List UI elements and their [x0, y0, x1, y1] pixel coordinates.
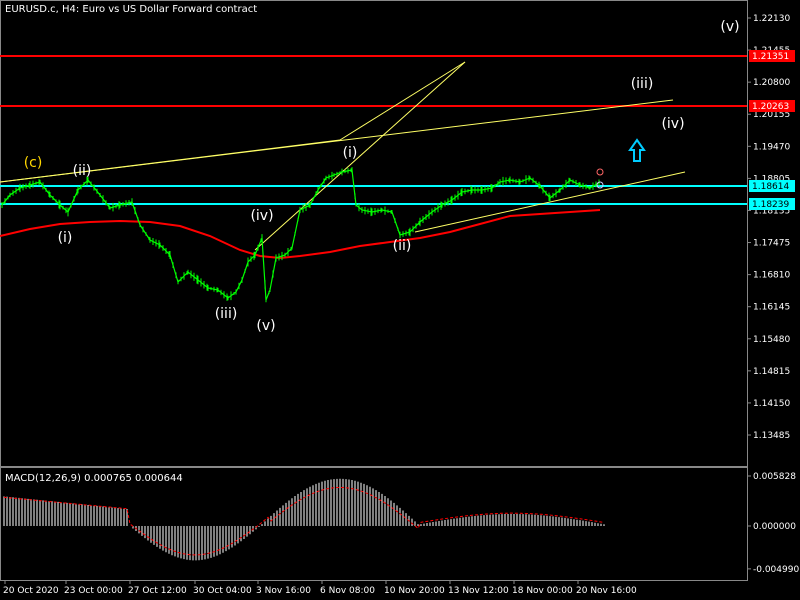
time-tick-label: 13 Nov 12:00 [448, 586, 509, 596]
price-series [1, 167, 601, 303]
chart-title: EURUSD.c, H4: Euro vs US Dollar Forward … [5, 4, 257, 15]
price-tick-label: 1.22130 [753, 14, 790, 24]
time-axis: 20 Oct 2020 23 Oct 00:00 27 Oct 12:00 30 Oc… [3, 580, 637, 596]
trend-line[interactable] [254, 61, 466, 251]
moving-average [0, 209, 601, 260]
macd-tick-label: -0.004990 [753, 565, 799, 575]
time-tick-label: 18 Nov 00:00 [512, 586, 573, 596]
time-tick-label: 3 Nov 16:00 [256, 586, 311, 596]
wave-label: (v) [720, 19, 739, 35]
price-line [1, 169, 601, 301]
price-tick-label: 1.14815 [753, 367, 790, 377]
wave-label: (ii) [393, 238, 412, 254]
trend-line[interactable] [414, 171, 686, 233]
wave-label: (iii) [631, 76, 654, 92]
trend-lines [0, 61, 686, 251]
level-tag-bg [749, 50, 795, 62]
level-tag-bg [749, 198, 795, 210]
time-tick-label: 27 Oct 12:00 [128, 586, 187, 596]
wave-labels: (c) (ii) (i) (iii) (iv) (v) (i) (ii) (iii) (iv) (v… [24, 19, 740, 334]
wave-label: (iv) [661, 116, 684, 132]
wave-label: (ii) [73, 163, 92, 179]
wave-label: (i) [343, 145, 358, 161]
level-tag-label: 1.20263 [752, 102, 789, 112]
level-tag-label: 1.18239 [752, 200, 789, 210]
price-tick-label: 1.18135 [753, 206, 790, 216]
level-tag-label: 1.21351 [752, 52, 789, 62]
trend-line[interactable] [339, 61, 466, 141]
price-tick-label: 1.18805 [753, 174, 790, 184]
time-tick-label: 20 Nov 16:00 [576, 586, 637, 596]
price-tick-label: 1.15480 [753, 335, 790, 345]
price-tick-label: 1.16145 [753, 303, 790, 313]
price-tick-label: 1.13485 [753, 431, 790, 441]
macd-tick-label: 0.005828 [753, 472, 796, 482]
up-arrow-icon [628, 138, 646, 162]
macd-label: MACD(12,26,9) 0.000765 0.000644 [5, 473, 183, 484]
macd-signal-line [3, 486, 605, 556]
price-axis: 1.221301.214551.208001.201551.194701.188… [747, 14, 790, 441]
wave-label: (iv) [250, 208, 273, 224]
wave-label: (c) [24, 155, 43, 171]
up-arrow-icon [596, 138, 646, 189]
price-tick-label: 1.20800 [753, 78, 790, 88]
macd-axis: 0.005828 0.000000 -0.004990 [747, 472, 799, 575]
trend-line[interactable] [0, 99, 674, 183]
time-tick-label: 10 Nov 20:00 [384, 586, 445, 596]
level-tag-bg [749, 180, 795, 192]
level-price-tags: 1.21351 1.20263 1.18614 1.18239 [749, 50, 795, 210]
macd-tick-label: 0.000000 [753, 522, 796, 532]
macd-frame [0, 467, 748, 581]
main-chart-frame [0, 0, 748, 467]
time-tick-label: 30 Oct 04:00 [193, 586, 252, 596]
time-tick-label: 6 Nov 08:00 [320, 586, 375, 596]
price-tick-label: 1.14150 [753, 399, 790, 409]
price-tick-label: 1.16810 [753, 271, 790, 281]
level-tag-label: 1.18614 [752, 182, 789, 192]
moving-average-line [0, 209, 601, 260]
price-tick-label: 1.19470 [753, 142, 790, 152]
time-tick-label: 23 Oct 00:00 [64, 586, 123, 596]
wave-label: (v) [256, 318, 275, 334]
price-tick-label: 1.17475 [753, 239, 790, 249]
wave-label: (i) [58, 230, 73, 246]
macd-histogram [3, 478, 605, 561]
trade-marker-icon [596, 168, 604, 176]
time-tick-label: 20 Oct 2020 [3, 586, 59, 596]
level-tag-bg [749, 100, 795, 112]
trade-marker-icon [596, 181, 604, 189]
wave-label: (iii) [215, 306, 238, 322]
price-tick-label: 1.20155 [753, 110, 790, 120]
